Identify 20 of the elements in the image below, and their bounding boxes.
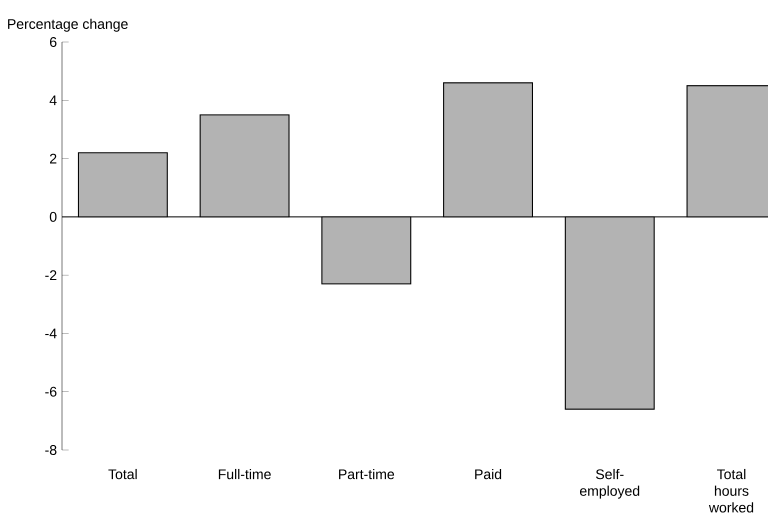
bar (564, 216, 655, 410)
y-tick-label: 2 (50, 154, 56, 164)
bar (78, 152, 168, 218)
y-tick-label: 0 (50, 212, 57, 222)
x-tick-label: Self-employed (580, 468, 640, 499)
x-tick-label: Total hours worked (708, 468, 754, 513)
x-tick-label: Paid (475, 468, 502, 480)
bar (443, 82, 533, 218)
y-tick-label: -6 (45, 386, 56, 397)
x-tick-label: Part-time (339, 468, 394, 480)
y-tick-label: 6 (50, 37, 56, 47)
bar (321, 216, 412, 284)
y-tick-label: -2 (45, 270, 56, 280)
bar (200, 114, 290, 218)
y-axis-title: Percentage change (8, 18, 128, 32)
y-tick-label: -4 (45, 328, 57, 338)
x-tick-label: Total (108, 468, 137, 480)
y-tick-label: -8 (45, 445, 56, 455)
y-tick-label: 4 (50, 95, 57, 106)
x-tick-label: Full-time (218, 468, 271, 480)
